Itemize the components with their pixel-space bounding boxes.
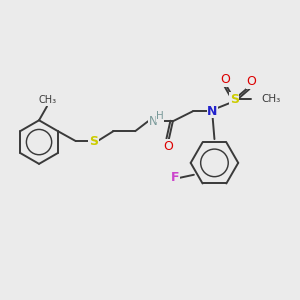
- Text: O: O: [220, 73, 230, 86]
- Text: S: S: [89, 135, 98, 148]
- Text: F: F: [171, 171, 179, 184]
- Text: CH₃: CH₃: [39, 95, 57, 106]
- Text: N: N: [207, 105, 218, 118]
- Text: O: O: [246, 75, 256, 88]
- Text: S: S: [230, 93, 239, 106]
- Text: CH₃: CH₃: [261, 94, 280, 104]
- Text: N: N: [148, 115, 158, 128]
- Text: O: O: [163, 140, 173, 152]
- Text: H: H: [156, 111, 164, 121]
